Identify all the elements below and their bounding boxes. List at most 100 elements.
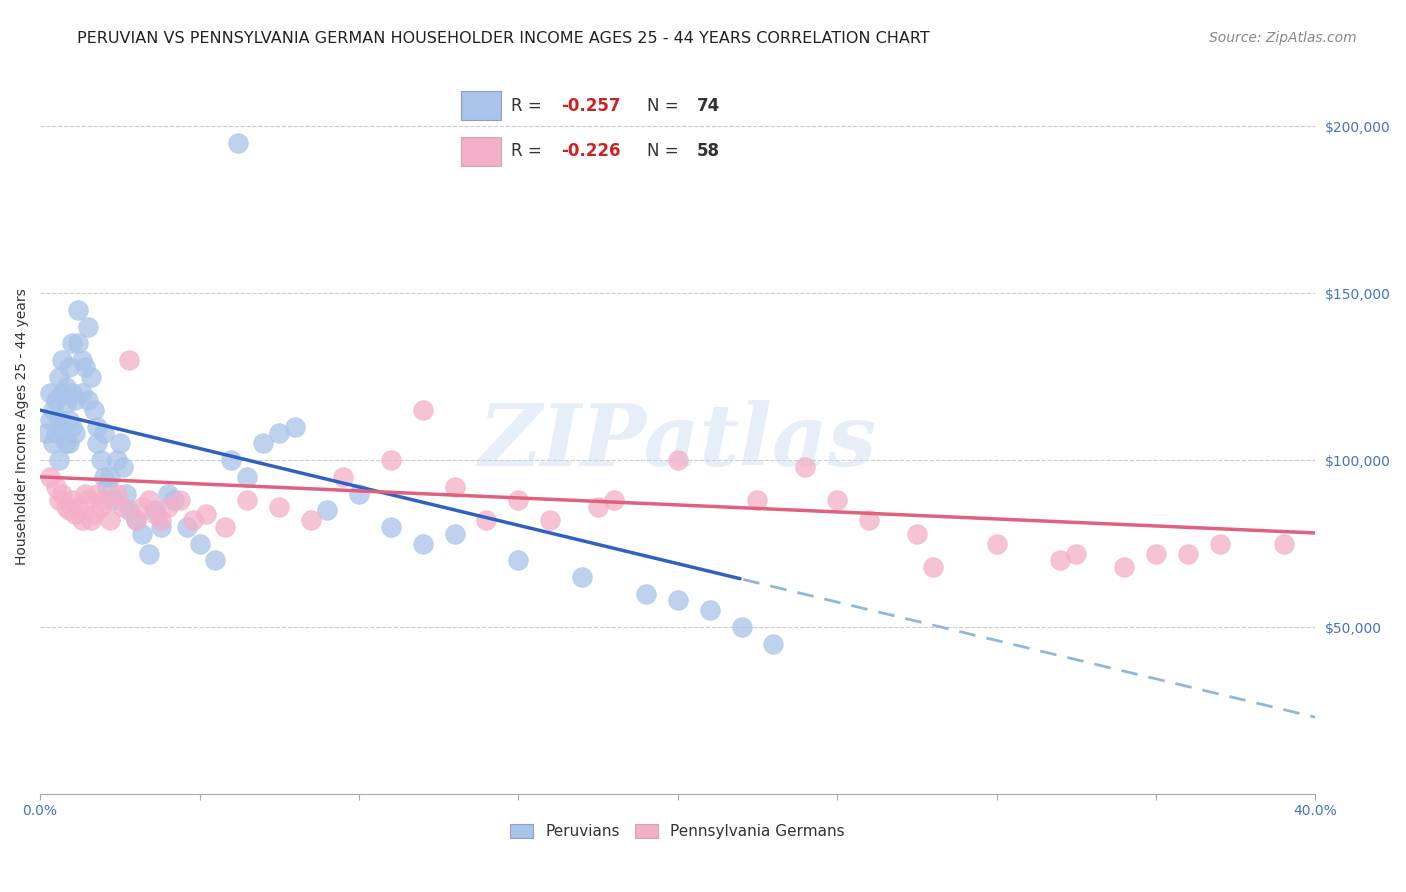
Point	[73, 359, 96, 374]
Point	[38, 413, 60, 427]
Point	[70, 386, 93, 401]
Point	[86, 486, 108, 500]
Point	[380, 520, 402, 534]
Point	[150, 520, 173, 534]
Point	[666, 453, 689, 467]
Point	[60, 493, 83, 508]
Point	[1209, 536, 1232, 550]
Point	[794, 459, 817, 474]
Point	[93, 470, 115, 484]
Point	[858, 513, 880, 527]
Point	[156, 500, 179, 514]
Point	[825, 493, 848, 508]
Point	[921, 560, 943, 574]
Point	[67, 336, 90, 351]
Point	[98, 513, 121, 527]
Point	[42, 403, 65, 417]
Point	[380, 453, 402, 467]
Y-axis label: Householder Income Ages 25 - 44 years: Householder Income Ages 25 - 44 years	[15, 288, 30, 566]
Point	[118, 503, 141, 517]
Point	[70, 513, 93, 527]
Point	[538, 513, 561, 527]
Point	[269, 500, 291, 514]
Point	[86, 419, 108, 434]
Point	[236, 470, 259, 484]
Point	[603, 493, 626, 508]
Point	[98, 470, 121, 484]
Point	[666, 593, 689, 607]
Point	[45, 393, 67, 408]
Point	[1049, 553, 1071, 567]
Point	[73, 486, 96, 500]
Point	[181, 513, 204, 527]
Point	[747, 493, 769, 508]
Point	[51, 353, 73, 368]
Point	[63, 426, 86, 441]
Point	[221, 453, 243, 467]
Point	[138, 547, 160, 561]
Point	[1114, 560, 1136, 574]
Point	[1064, 547, 1087, 561]
Point	[188, 536, 211, 550]
Point	[55, 396, 77, 410]
Point	[105, 453, 128, 467]
Point	[35, 426, 58, 441]
Point	[252, 436, 274, 450]
Point	[730, 620, 752, 634]
Point	[93, 426, 115, 441]
Legend: Peruvians, Pennsylvania Germans: Peruvians, Pennsylvania Germans	[505, 818, 851, 845]
Point	[80, 513, 103, 527]
Point	[93, 493, 115, 508]
Point	[131, 526, 153, 541]
Text: ZIPatlas: ZIPatlas	[478, 400, 877, 483]
Point	[176, 520, 198, 534]
Point	[58, 503, 80, 517]
Point	[269, 426, 291, 441]
Point	[204, 553, 226, 567]
Point	[48, 453, 70, 467]
Point	[77, 319, 100, 334]
Point	[111, 500, 134, 514]
Point	[60, 419, 83, 434]
Point	[67, 500, 90, 514]
Point	[55, 380, 77, 394]
Point	[131, 500, 153, 514]
Point	[905, 526, 928, 541]
Point	[86, 436, 108, 450]
Text: PERUVIAN VS PENNSYLVANIA GERMAN HOUSEHOLDER INCOME AGES 25 - 44 YEARS CORRELATIO: PERUVIAN VS PENNSYLVANIA GERMAN HOUSEHOL…	[77, 31, 931, 46]
Point	[51, 486, 73, 500]
Point	[48, 413, 70, 427]
Point	[138, 493, 160, 508]
Point	[51, 419, 73, 434]
Point	[51, 386, 73, 401]
Point	[284, 419, 307, 434]
Point	[58, 436, 80, 450]
Point	[332, 470, 354, 484]
Point	[443, 480, 465, 494]
Point	[1144, 547, 1167, 561]
Point	[194, 507, 217, 521]
Point	[42, 436, 65, 450]
Point	[169, 493, 191, 508]
Point	[214, 520, 236, 534]
Point	[125, 513, 148, 527]
Point	[48, 369, 70, 384]
Point	[412, 403, 434, 417]
Point	[48, 493, 70, 508]
Point	[125, 513, 148, 527]
Point	[226, 136, 249, 150]
Point	[762, 637, 785, 651]
Point	[347, 486, 370, 500]
Point	[90, 500, 112, 514]
Point	[96, 480, 118, 494]
Point	[143, 507, 166, 521]
Point	[299, 513, 322, 527]
Point	[55, 436, 77, 450]
Point	[412, 536, 434, 550]
Point	[143, 503, 166, 517]
Text: Source: ZipAtlas.com: Source: ZipAtlas.com	[1209, 31, 1357, 45]
Point	[115, 486, 138, 500]
Point	[1177, 547, 1199, 561]
Point	[150, 513, 173, 527]
Point	[58, 413, 80, 427]
